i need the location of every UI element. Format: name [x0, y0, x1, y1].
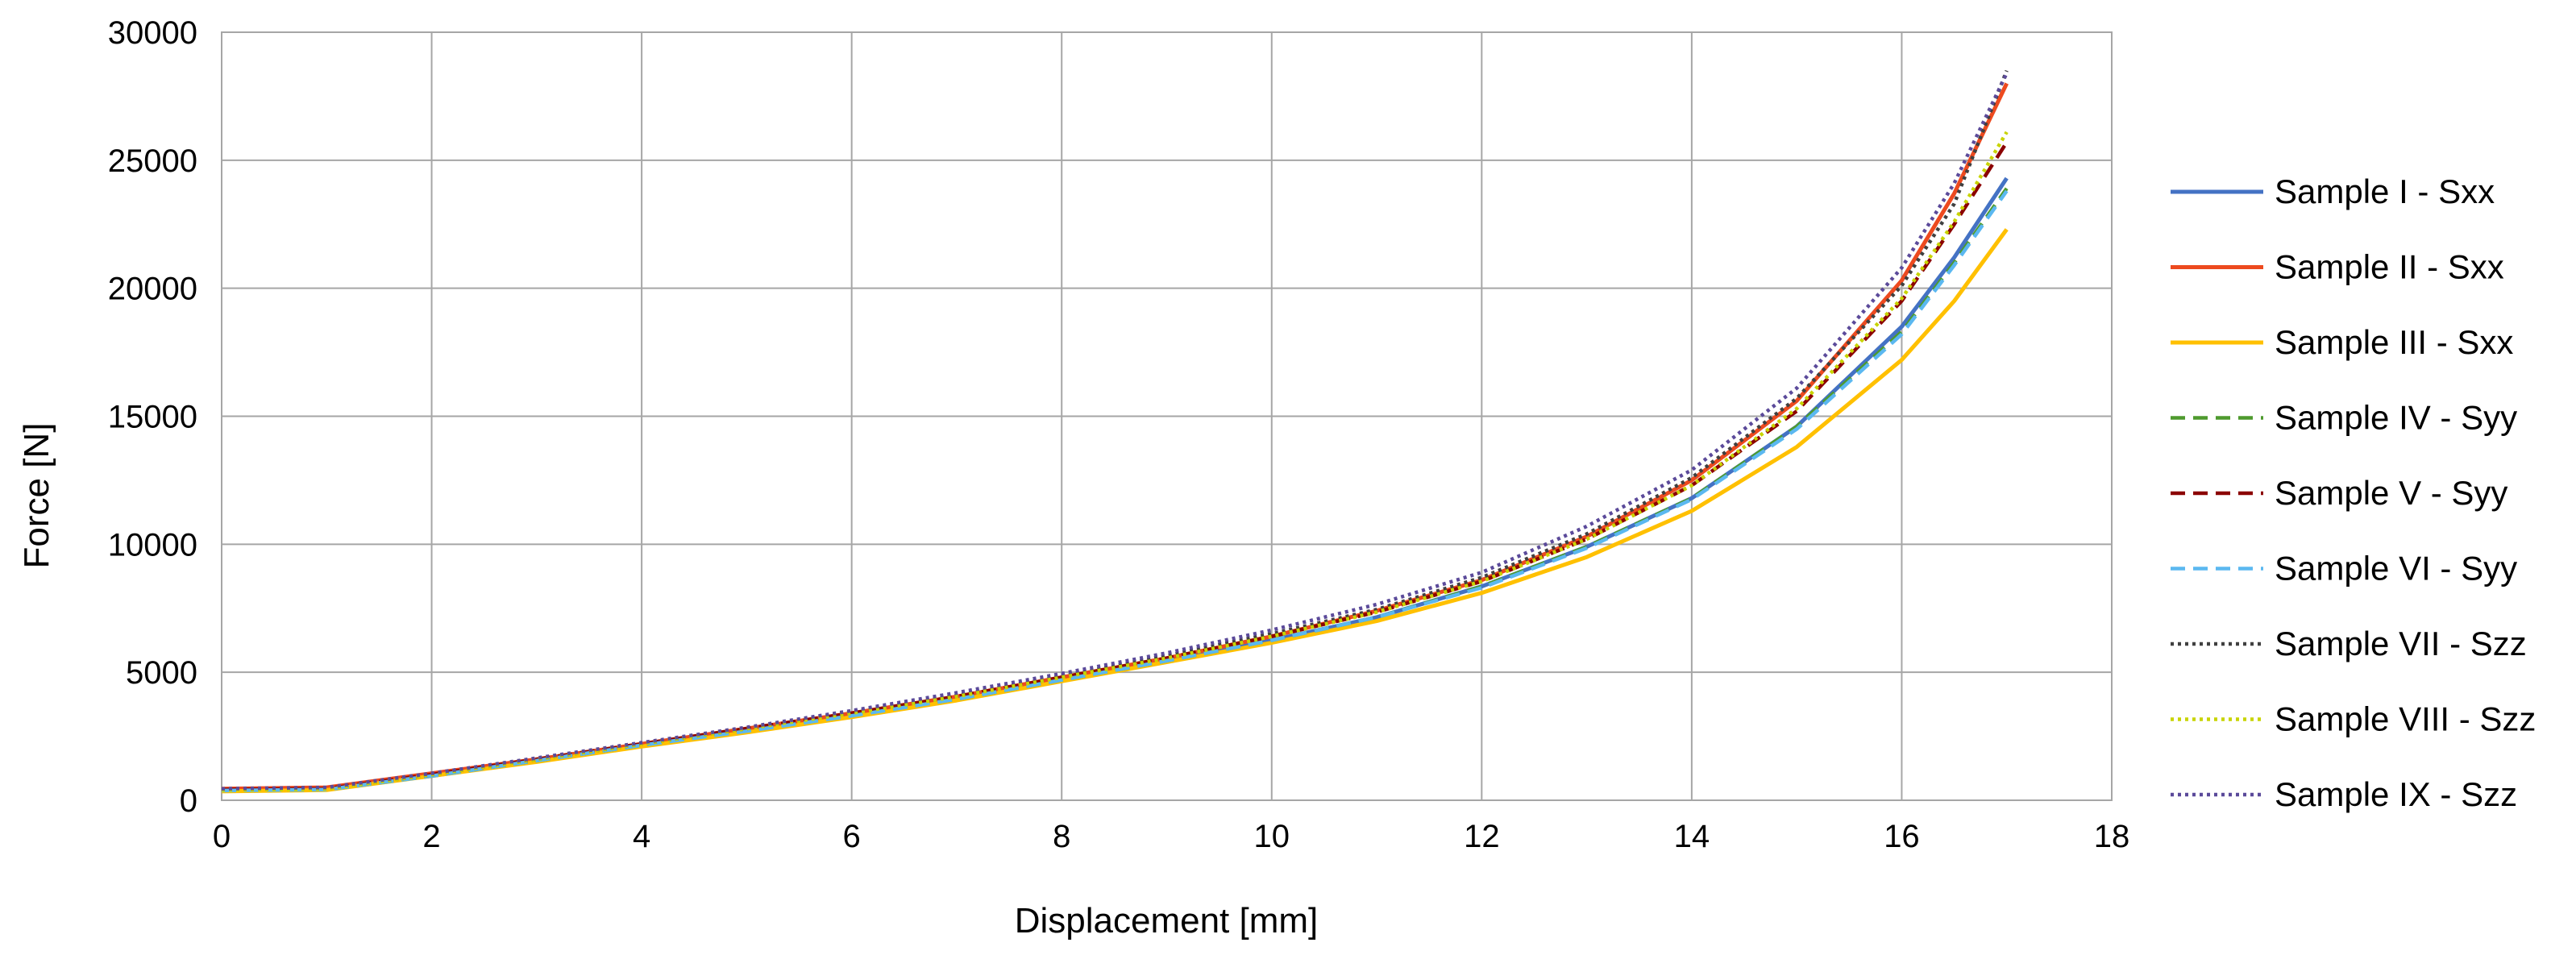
- tick-labels: 0 2 4 6 8 10 12 14 16 18 0 5000 10000 15000 20000 25000…: [108, 15, 2129, 854]
- x-tick-label: 16: [1884, 819, 1920, 854]
- y-tick-label: 30000: [108, 15, 197, 51]
- series-line-2: [221, 82, 2009, 791]
- y-tick-label: 5000: [126, 655, 197, 691]
- legend-label: Sample V - Syy: [2275, 474, 2507, 512]
- series-line-3: [221, 228, 2009, 794]
- x-tick-label: 18: [2094, 819, 2130, 854]
- x-axis-title: Displacement [mm]: [1015, 901, 1319, 940]
- legend-label: Sample VII - Szz: [2275, 625, 2527, 662]
- x-tick-label: 6: [843, 819, 861, 854]
- grid: [221, 31, 2113, 801]
- y-tick-label: 0: [180, 783, 197, 819]
- legend-label: Sample II - Sxx: [2275, 248, 2504, 286]
- legend-label: Sample I - Sxx: [2275, 172, 2495, 210]
- x-tick-label: 8: [1053, 819, 1070, 854]
- series-line-9: [221, 72, 2009, 791]
- x-tick-label: 4: [633, 819, 650, 854]
- legend-label: Sample VIII - Szz: [2275, 700, 2536, 738]
- y-tick-label: 10000: [108, 527, 197, 563]
- legend-label: Sample VI - Syy: [2275, 550, 2517, 588]
- series-lines: [221, 69, 2009, 794]
- legend-label: Sample IV - Syy: [2275, 399, 2517, 437]
- legend: Sample I - Sxx Sample II - Sxx Sample III …: [2171, 172, 2536, 813]
- y-axis-title: Force [N]: [17, 423, 56, 569]
- y-tick-label: 15000: [108, 400, 197, 435]
- series-line-4: [221, 187, 2009, 792]
- x-tick-label: 12: [1464, 819, 1500, 854]
- plot-frame: [221, 31, 2113, 801]
- y-tick-label: 25000: [108, 143, 197, 179]
- x-tick-label: 10: [1254, 819, 1290, 854]
- x-tick-label: 2: [422, 819, 440, 854]
- x-tick-label: 14: [1674, 819, 1710, 854]
- series-line-6: [221, 189, 2009, 793]
- legend-label: Sample IX - Szz: [2275, 775, 2517, 813]
- series-line-7: [221, 69, 2009, 791]
- legend-label: Sample III - Sxx: [2275, 323, 2513, 361]
- x-tick-label: 0: [213, 819, 231, 854]
- y-tick-label: 20000: [108, 272, 197, 307]
- series-line-8: [221, 131, 2009, 792]
